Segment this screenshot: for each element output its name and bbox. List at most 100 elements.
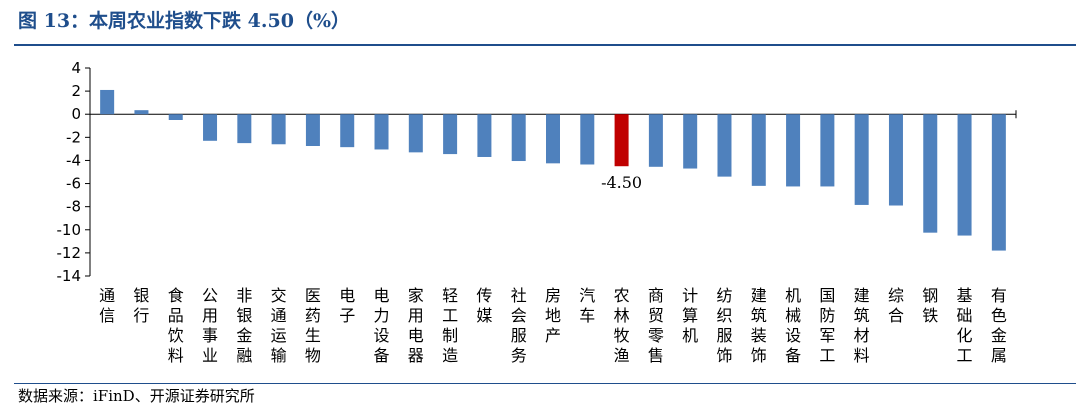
bar [991, 114, 1006, 251]
bar [786, 114, 801, 187]
category-label-char: 建 [854, 286, 870, 305]
category-label-char: 造 [442, 346, 458, 365]
category-label-char: 生 [305, 326, 321, 345]
category-label-char: 银 [133, 286, 149, 305]
category-label-char: 装 [751, 326, 767, 345]
category-label-char: 器 [408, 346, 424, 365]
category-label-char: 输 [271, 346, 287, 365]
bar [168, 114, 183, 120]
category-label-char: 料 [854, 346, 870, 365]
category-label-char: 织 [716, 306, 732, 325]
category-label-char: 工 [442, 306, 458, 325]
category-label-char: 医 [305, 286, 321, 305]
category-label-char: 综 [888, 286, 904, 305]
category-label-char: 商 [648, 286, 664, 305]
category-label-char: 社 [511, 286, 527, 305]
category-label-char: 设 [374, 326, 390, 345]
bar [511, 114, 526, 162]
category-label-char: 饮 [168, 326, 184, 345]
category-label-char: 物 [305, 346, 321, 365]
category-label-char: 媒 [476, 306, 492, 325]
bar [100, 89, 115, 115]
category-label-char: 铁 [922, 306, 938, 325]
category-label-char: 服 [716, 326, 732, 345]
category-label-char: 融 [236, 346, 252, 365]
category-label-char: 防 [819, 306, 835, 325]
y-tick-label: 0 [71, 105, 81, 123]
category-label-char: 车 [579, 306, 595, 325]
category-label-char: 金 [236, 326, 252, 345]
category-label-char: 林 [614, 306, 630, 325]
y-tick-label: -6 [66, 175, 81, 193]
category-label-char: 电 [374, 286, 390, 305]
bar [888, 114, 903, 206]
category-label-char: 产 [545, 326, 561, 345]
category-label-char: 饰 [751, 346, 767, 365]
category-label-char: 设 [785, 326, 801, 345]
category-label-char: 备 [374, 346, 390, 365]
category-label-char: 信 [99, 306, 115, 325]
bar [648, 114, 663, 167]
category-label-char: 制 [442, 326, 458, 345]
source-note: 数据来源：iFinD、开源证券研究所 [18, 387, 255, 405]
category-label-char: 事 [202, 326, 218, 345]
data-label: -4.50 [601, 173, 642, 192]
category-label-char: 筑 [854, 306, 870, 325]
category-label-char: 非 [236, 286, 252, 305]
category-label-char: 电 [408, 326, 424, 345]
category-label-char: 国 [819, 286, 835, 305]
category-label-char: 用 [202, 306, 218, 325]
category-label-char: 贸 [648, 306, 664, 325]
category-label-char: 筑 [751, 306, 767, 325]
category-label-char: 务 [511, 346, 527, 365]
bar [580, 114, 595, 165]
category-label-char: 金 [991, 326, 1007, 345]
category-label-char: 基 [957, 286, 973, 305]
category-label-char: 纺 [716, 286, 732, 305]
bar-highlight [614, 114, 629, 167]
category-label-char: 色 [991, 306, 1007, 325]
category-label-char: 行 [133, 306, 149, 325]
category-label-char: 算 [682, 306, 698, 325]
bar [340, 114, 355, 148]
category-label-char: 交 [271, 286, 287, 305]
category-label-char: 饰 [716, 346, 732, 365]
category-label-char: 传 [476, 286, 492, 305]
category-label-char: 家 [408, 286, 424, 305]
category-label-char: 力 [374, 306, 390, 325]
category-label-char: 械 [785, 306, 801, 325]
category-labels: 通信银行食品饮料公用事业非银金融交通运输医药生物电子电力设备家用电器轻工制造传媒… [99, 286, 1007, 365]
y-tick-label: -8 [66, 198, 81, 216]
y-tick-label: -12 [57, 244, 82, 262]
category-label-char: 料 [168, 346, 184, 365]
bar [751, 114, 766, 186]
y-tick-label: 2 [71, 82, 81, 100]
bar [443, 114, 458, 155]
category-label-char: 零 [648, 326, 664, 345]
y-tick-label: -2 [66, 128, 81, 146]
category-label-char: 农 [614, 286, 630, 305]
y-ticks: 4 2 0 -2 -4 -6 -8 -10 -12 -14 [57, 59, 90, 285]
category-label-char: 地 [545, 306, 561, 325]
category-label-char: 备 [785, 346, 801, 365]
data-labels: -4.50 [601, 173, 642, 192]
category-label-char: 食 [168, 286, 184, 305]
bar [408, 114, 423, 153]
bar [717, 114, 732, 177]
category-label-char: 属 [991, 346, 1007, 365]
bar [546, 114, 560, 164]
bar [374, 114, 389, 150]
bar [134, 110, 149, 115]
category-label-char: 钢 [922, 286, 938, 305]
category-label-char: 子 [339, 306, 355, 325]
y-tick-label: -4 [66, 151, 81, 169]
category-label-char: 房 [545, 286, 561, 305]
chart-title: 图 13：本周农业指数下跌 4.50（%） [18, 10, 350, 32]
category-label-char: 电 [339, 286, 355, 305]
category-label-char: 汽 [579, 286, 595, 305]
category-label-char: 渔 [614, 346, 630, 365]
category-label-char: 合 [888, 306, 904, 325]
bar [923, 114, 938, 233]
bar [683, 114, 698, 169]
